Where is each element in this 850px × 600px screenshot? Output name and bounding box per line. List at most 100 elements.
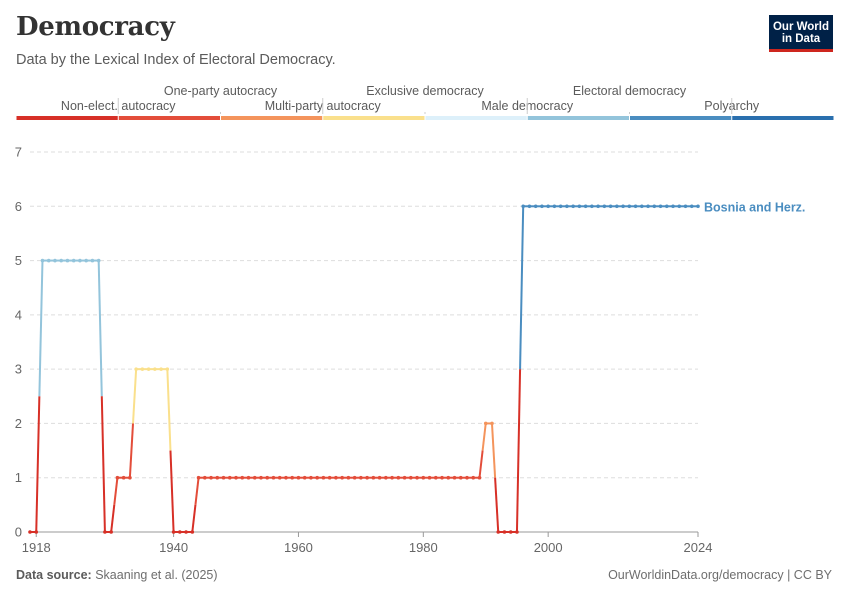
series-bosnia-and-herz[interactable] bbox=[28, 204, 700, 534]
data-point bbox=[696, 204, 700, 209]
data-point bbox=[146, 367, 151, 371]
data-point bbox=[671, 204, 675, 209]
data-point bbox=[596, 204, 600, 209]
data-point bbox=[203, 475, 207, 480]
y-tick-label: 7 bbox=[15, 145, 22, 160]
data-point bbox=[552, 204, 557, 209]
x-tick-label: 2000 bbox=[534, 540, 563, 555]
data-point bbox=[515, 530, 519, 534]
data-point bbox=[521, 204, 525, 209]
data-point bbox=[477, 475, 482, 480]
data-point bbox=[377, 475, 382, 480]
chart-title: Democracy bbox=[16, 12, 175, 42]
legend-swatch bbox=[527, 116, 629, 120]
data-point bbox=[433, 475, 438, 480]
data-point bbox=[527, 204, 532, 209]
data-point bbox=[608, 204, 613, 209]
y-tick-label: 6 bbox=[15, 199, 22, 214]
data-point bbox=[390, 475, 394, 480]
data-point bbox=[652, 204, 657, 209]
data-point bbox=[327, 475, 332, 480]
data-point bbox=[234, 475, 238, 480]
data-point bbox=[458, 475, 463, 480]
data-point bbox=[59, 258, 64, 263]
data-point bbox=[209, 475, 213, 480]
data-source-text[interactable]: Skaaning et al. (2025) bbox=[95, 568, 218, 582]
x-axis: 1918 1940 1960 1980 2000 2024 bbox=[22, 531, 713, 555]
data-point bbox=[346, 475, 351, 480]
legend-swatch bbox=[630, 116, 732, 120]
series-line-segment bbox=[35, 396, 41, 533]
data-point bbox=[365, 475, 369, 480]
series-line-segment bbox=[113, 477, 119, 505]
series-line-segment bbox=[494, 477, 500, 533]
data-point bbox=[78, 258, 82, 263]
data-point bbox=[452, 475, 457, 480]
series-line-segment bbox=[490, 423, 497, 478]
data-point bbox=[384, 475, 388, 480]
data-point bbox=[371, 475, 376, 480]
data-point bbox=[277, 475, 282, 480]
logo-line-2: in Data bbox=[781, 33, 821, 45]
data-point bbox=[302, 475, 307, 480]
data-point bbox=[540, 204, 544, 209]
data-point bbox=[446, 475, 451, 480]
data-point bbox=[533, 204, 538, 209]
y-gridlines bbox=[30, 151, 698, 479]
data-point bbox=[571, 204, 575, 209]
series-line-segment bbox=[128, 423, 135, 478]
x-tick-label: 1960 bbox=[284, 540, 313, 555]
series-line-segment bbox=[97, 260, 103, 397]
data-point bbox=[196, 475, 201, 480]
y-tick-label: 5 bbox=[15, 253, 22, 268]
data-point bbox=[409, 475, 413, 480]
data-point bbox=[583, 204, 588, 209]
owid-logo[interactable]: Our World in Data bbox=[769, 15, 833, 52]
legend-swatch bbox=[425, 116, 527, 120]
series-line-segment bbox=[519, 206, 525, 370]
data-point bbox=[640, 204, 644, 209]
data-point bbox=[483, 421, 488, 426]
data-point bbox=[240, 475, 245, 480]
data-point bbox=[471, 475, 476, 480]
legend-swatch bbox=[221, 116, 323, 120]
series-line-segment bbox=[132, 369, 138, 424]
data-point bbox=[621, 204, 625, 209]
series-line-segment bbox=[191, 504, 197, 533]
x-tick-label: 2024 bbox=[684, 540, 713, 555]
data-point bbox=[96, 258, 101, 263]
data-point bbox=[496, 530, 501, 534]
data-point bbox=[140, 367, 145, 371]
data-point bbox=[658, 204, 663, 209]
logo-line-1: Our World bbox=[772, 21, 829, 33]
data-point bbox=[53, 258, 57, 263]
series-line-segment bbox=[515, 369, 522, 533]
series-line-segment bbox=[166, 369, 172, 451]
data-point bbox=[121, 475, 126, 480]
data-point bbox=[227, 475, 232, 480]
data-point bbox=[321, 475, 326, 480]
legend-label: Exclusive democracy bbox=[366, 84, 484, 98]
data-point bbox=[221, 475, 226, 480]
data-point bbox=[546, 204, 550, 209]
data-point bbox=[615, 204, 619, 209]
footer-credit[interactable]: OurWorldinData.org/democracy | CC BY bbox=[608, 568, 832, 582]
data-point bbox=[71, 258, 76, 263]
data-point bbox=[134, 367, 138, 371]
data-point bbox=[115, 475, 120, 480]
data-point bbox=[402, 475, 407, 480]
data-point bbox=[689, 204, 694, 209]
chart-subtitle: Data by the Lexical Index of Electoral D… bbox=[16, 52, 336, 68]
data-point bbox=[296, 475, 301, 480]
data-point bbox=[259, 475, 263, 480]
data-point bbox=[315, 475, 319, 480]
data-point bbox=[46, 258, 51, 263]
data-point bbox=[165, 367, 170, 371]
data-point bbox=[34, 530, 39, 534]
data-point bbox=[421, 475, 426, 480]
data-point bbox=[565, 204, 569, 209]
data-point bbox=[265, 475, 270, 480]
data-point bbox=[190, 530, 195, 534]
